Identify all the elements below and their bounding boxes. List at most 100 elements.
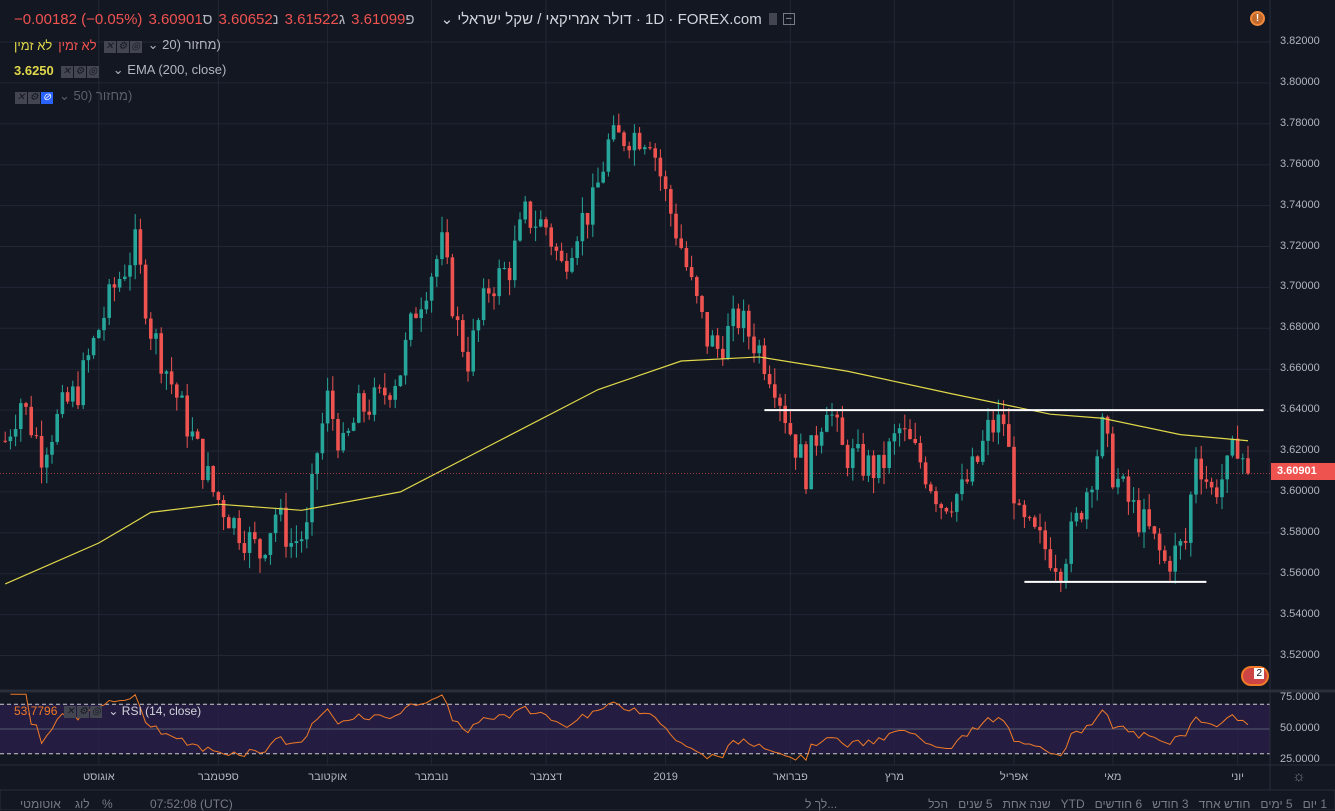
auto-toggle[interactable]: אוטומטי bbox=[20, 797, 61, 811]
candle-body bbox=[450, 257, 455, 317]
candle-body bbox=[726, 326, 730, 359]
alert-icon[interactable]: ! bbox=[1250, 11, 1265, 26]
range-button[interactable]: חודש אחד bbox=[1198, 797, 1251, 811]
close-icon[interactable]: ✕ bbox=[103, 41, 116, 53]
close-icon[interactable]: ✕ bbox=[64, 706, 77, 718]
candle-body bbox=[476, 320, 481, 331]
ind1-value2: לא זמין bbox=[58, 37, 97, 53]
candle-body bbox=[487, 288, 491, 294]
candle-body bbox=[29, 406, 33, 436]
candle-body bbox=[305, 522, 309, 540]
candle-body bbox=[939, 504, 943, 509]
gear-icon[interactable]: ⚙ bbox=[77, 706, 90, 718]
candle-body bbox=[461, 320, 465, 352]
ema-legend[interactable]: 3.6250 ✕ ⚙ ◎ ⌄ EMA (200, close) bbox=[14, 62, 227, 78]
interval[interactable]: 1D bbox=[645, 11, 665, 28]
gear-icon[interactable]: ⚙ bbox=[116, 41, 129, 53]
events-icon[interactable]: 2 bbox=[1241, 666, 1269, 686]
candle-body bbox=[1022, 504, 1027, 518]
candle-body bbox=[762, 345, 767, 375]
close-icon[interactable]: ✕ bbox=[60, 66, 73, 78]
candle-body bbox=[539, 219, 543, 227]
price-axis-label: 3.56000 bbox=[1280, 566, 1320, 579]
candle-body bbox=[825, 414, 829, 432]
candle-body bbox=[669, 189, 673, 214]
rsi-axis-label: 75.0000 bbox=[1280, 691, 1320, 703]
range-button[interactable]: YTD bbox=[1060, 797, 1085, 811]
candle-body bbox=[1017, 503, 1021, 505]
candle-body bbox=[731, 308, 735, 327]
close-label: ס bbox=[202, 10, 213, 28]
rsi-legend[interactable]: 53.7796 ✕ ⚙ ◎ ⌄ RSI (14, close) bbox=[14, 703, 202, 718]
rsi-axis-label: 50.0000 bbox=[1280, 722, 1320, 734]
eye-icon[interactable]: ◎ bbox=[129, 41, 142, 53]
ema-value: 3.6250 bbox=[14, 62, 54, 78]
candle-body bbox=[1043, 530, 1047, 550]
log-toggle[interactable]: לוג bbox=[75, 797, 90, 811]
candle-body bbox=[923, 462, 928, 485]
range-button[interactable]: הכל bbox=[928, 797, 949, 811]
candle-body bbox=[159, 333, 163, 374]
close-icon[interactable]: ✕ bbox=[15, 92, 27, 104]
candle-body bbox=[3, 440, 7, 442]
candle-body bbox=[866, 455, 871, 476]
candle-body bbox=[128, 265, 132, 277]
range-button[interactable]: שנה אחת bbox=[1002, 797, 1051, 811]
candle-body bbox=[39, 435, 44, 468]
candle-body bbox=[1085, 492, 1089, 520]
candle-body bbox=[320, 423, 325, 454]
candle-body bbox=[757, 345, 761, 354]
candle-body bbox=[799, 444, 803, 458]
candle-body bbox=[752, 336, 756, 354]
candle-body bbox=[882, 454, 886, 469]
clock: 07:52:08 (UTC) bbox=[150, 797, 233, 811]
flag-icon[interactable] bbox=[768, 13, 777, 25]
candle-body bbox=[1241, 458, 1245, 460]
candle-body bbox=[1012, 446, 1016, 504]
range-button[interactable]: 5 שנים bbox=[958, 797, 993, 811]
gear-icon[interactable]: ⚙ bbox=[28, 92, 40, 104]
time-axis-label: מרץ bbox=[884, 771, 904, 783]
candle-body bbox=[91, 338, 96, 356]
candle-body bbox=[715, 335, 720, 349]
range-button[interactable]: 6 חודשים bbox=[1094, 797, 1143, 811]
volume-legend[interactable]: לא זמין לא זמין ✕ ⚙ ◎ ⌄ מחזור (20) bbox=[14, 37, 221, 53]
candle-body bbox=[601, 171, 605, 183]
ind3-legend[interactable]: ✕ ⚙ ⊘ ⌄ מחזור (50) bbox=[15, 88, 133, 104]
candle-body bbox=[804, 444, 808, 490]
candle-body bbox=[554, 246, 559, 251]
candle-body bbox=[268, 533, 273, 555]
events-count: 2 bbox=[1254, 668, 1264, 679]
collapse-icon[interactable]: – bbox=[782, 13, 795, 25]
change-value: −0.00182 (−0.05%) bbox=[14, 10, 143, 28]
range-button[interactable]: 1 יום bbox=[1302, 797, 1327, 811]
candle-body bbox=[1079, 512, 1084, 520]
candle-body bbox=[492, 293, 496, 297]
eye-icon[interactable]: ◎ bbox=[90, 706, 103, 718]
candle-body bbox=[149, 318, 153, 339]
range-button[interactable]: 3 חודש bbox=[1152, 797, 1189, 811]
time-axis-settings-icon[interactable]: ☼ bbox=[1292, 768, 1306, 785]
candle-body bbox=[913, 439, 917, 443]
time-axis-label: אפריל bbox=[999, 771, 1029, 783]
candle-body bbox=[143, 264, 148, 319]
candle-body bbox=[175, 384, 179, 398]
goto-button[interactable]: לך ל... bbox=[805, 797, 838, 811]
close-value: 3.60901 bbox=[148, 10, 203, 28]
candle-body bbox=[949, 511, 954, 513]
candle-body bbox=[419, 309, 423, 319]
eye-icon[interactable]: ◎ bbox=[86, 66, 99, 78]
price-axis-label: 3.74000 bbox=[1280, 198, 1320, 211]
candle-body bbox=[788, 423, 793, 435]
range-button[interactable]: 5 ימים bbox=[1260, 797, 1293, 811]
candle-body bbox=[736, 308, 741, 329]
price-axis-label: 3.66000 bbox=[1280, 362, 1320, 375]
candle-body bbox=[970, 456, 975, 482]
candle-body bbox=[154, 333, 158, 339]
gear-icon[interactable]: ⚙ bbox=[73, 66, 86, 78]
hidden-eye-icon[interactable]: ⊘ bbox=[41, 92, 53, 104]
candle-body bbox=[1204, 479, 1209, 482]
symbol-dropdown[interactable]: ⌄ דולר אמריקאי / שקל ישראלי · 1D · FOREX… bbox=[440, 11, 762, 28]
percent-toggle[interactable]: % bbox=[102, 797, 113, 811]
